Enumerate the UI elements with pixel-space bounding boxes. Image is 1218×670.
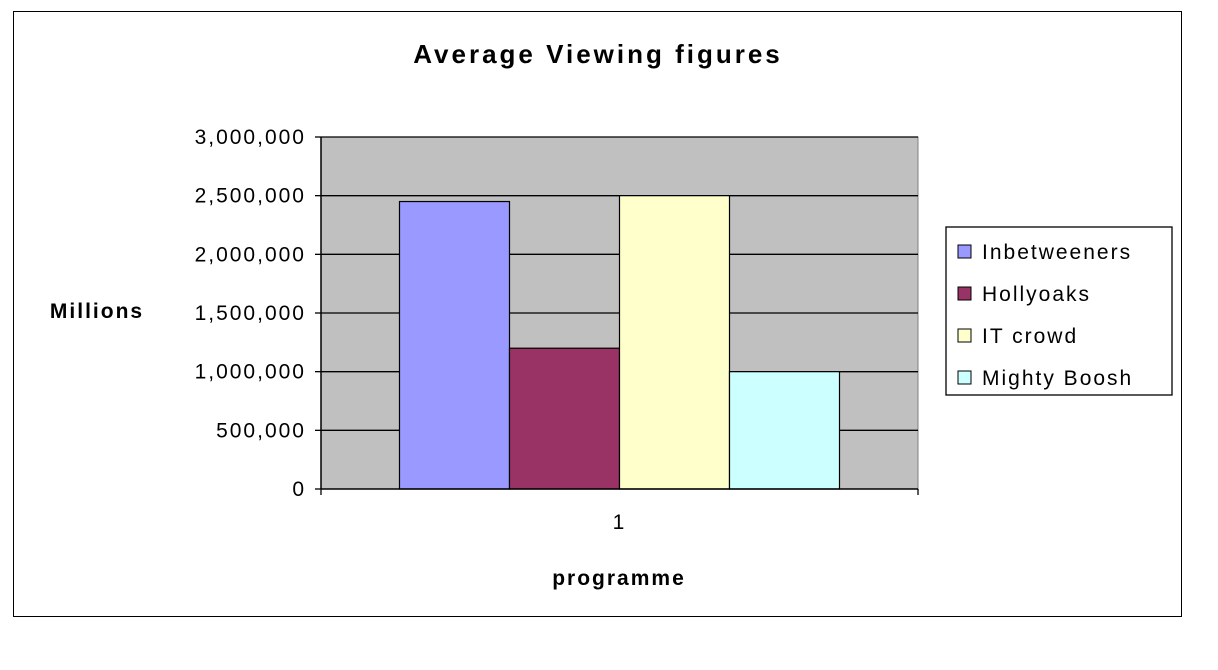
bar <box>508 347 621 490</box>
x-tick-label: 1 <box>613 511 627 534</box>
legend-swatch <box>957 286 972 301</box>
bar <box>618 195 731 490</box>
chart-svg: Average Viewing figures 1 0 500,000 1,000,0… <box>50 39 1173 590</box>
y-tick-label: 1,500,000 <box>195 302 306 325</box>
legend-label: IT crowd <box>982 325 1078 348</box>
legend-swatch <box>957 370 972 385</box>
y-tick-label: 3,000,000 <box>195 126 306 149</box>
x-axis-title: programme <box>552 567 686 590</box>
y-tick-label: 0 <box>292 478 306 501</box>
legend-label: Hollyoaks <box>982 283 1091 306</box>
y-tick-label: 2,500,000 <box>195 185 306 208</box>
y-tick-label: 2,000,000 <box>195 243 306 266</box>
chart-frame: Average Viewing figures 1 0 500,000 1,000,0… <box>13 11 1182 617</box>
y-tick-label: 500,000 <box>216 419 306 442</box>
bar <box>728 371 841 490</box>
chart-title: Average Viewing figures <box>413 39 783 69</box>
plot-area: 1 0 500,000 1,000,000 1,500,000 2,000,000 2,50… <box>195 126 919 534</box>
y-tick-label: 1,000,000 <box>195 361 306 384</box>
legend-swatch <box>957 328 972 343</box>
legend-label: Mighty Boosh <box>982 367 1133 390</box>
y-axis-title: Millions <box>50 300 144 323</box>
bar <box>398 200 511 490</box>
legend-swatch <box>957 244 972 259</box>
legend-box <box>945 226 1173 396</box>
legend: Inbetweeners Hollyoaks IT crowd Mighty Boos… <box>945 226 1173 396</box>
legend-label: Inbetweeners <box>982 241 1132 264</box>
